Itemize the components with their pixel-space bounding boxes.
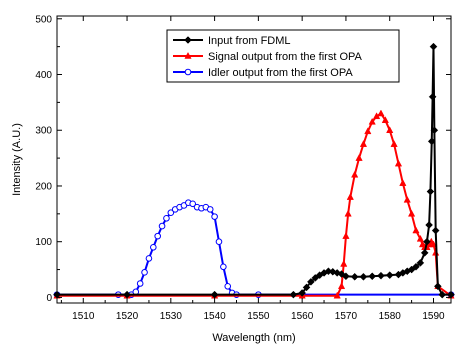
legend-box bbox=[166, 29, 400, 83]
data-point bbox=[364, 127, 372, 135]
data-point bbox=[344, 209, 352, 217]
data-point bbox=[430, 126, 439, 135]
data-point bbox=[381, 116, 389, 123]
data-point bbox=[399, 179, 407, 186]
x-axis: 1510 1520 1530 1540 1550 1560 1570 1580 1590 bbox=[60, 16, 445, 322]
data-point bbox=[416, 259, 425, 267]
data-point bbox=[429, 42, 438, 51]
data-point bbox=[298, 289, 307, 297]
series-idler-output-from-the-first-opa bbox=[53, 199, 455, 298]
data-point bbox=[425, 221, 433, 229]
legend-label: Idler output from the first OPA bbox=[208, 67, 353, 79]
y-axis: 0 100 200 300 400 500 bbox=[35, 14, 451, 304]
data-point bbox=[211, 213, 218, 220]
data-point bbox=[215, 238, 223, 245]
data-point bbox=[302, 283, 311, 292]
legend-item-input-from-fdml: Input from FDML bbox=[173, 35, 291, 47]
data-point bbox=[412, 262, 420, 271]
data-point bbox=[377, 271, 385, 280]
data-point bbox=[289, 290, 298, 299]
y-axis-label: Intensity (A.U.) bbox=[11, 123, 23, 196]
data-point bbox=[307, 277, 315, 286]
series-layer bbox=[53, 42, 455, 299]
data-point bbox=[429, 240, 438, 248]
data-point bbox=[427, 137, 436, 146]
data-point bbox=[350, 272, 359, 281]
data-point bbox=[359, 140, 368, 147]
data-point bbox=[434, 282, 442, 291]
x-tick-label: 1570 bbox=[335, 311, 358, 322]
legend-item-idler-output-from-the-first-opa: Idler output from the first OPA bbox=[173, 67, 353, 79]
data-point bbox=[428, 92, 437, 101]
x-axis-label: Wavelength (nm) bbox=[212, 332, 295, 344]
data-point bbox=[368, 117, 376, 125]
legend-marker bbox=[184, 51, 192, 59]
series-line bbox=[57, 112, 452, 297]
data-point bbox=[163, 214, 170, 222]
data-point bbox=[420, 248, 429, 257]
series-input-from-fdml bbox=[53, 42, 455, 299]
data-point bbox=[355, 154, 363, 161]
data-point bbox=[206, 206, 214, 213]
data-point bbox=[136, 280, 144, 287]
x-tick-label: 1550 bbox=[247, 311, 270, 322]
data-point bbox=[346, 193, 354, 200]
data-point bbox=[423, 237, 431, 246]
data-point bbox=[416, 234, 424, 242]
data-point bbox=[412, 226, 420, 234]
data-point bbox=[359, 272, 368, 281]
x-tick-label: 1530 bbox=[160, 311, 183, 322]
data-point bbox=[333, 291, 341, 299]
x-tick-label: 1560 bbox=[291, 311, 314, 322]
legend-label: Signal output from the first OPA bbox=[208, 51, 363, 63]
x-tick-label: 1580 bbox=[379, 311, 402, 322]
y-tick-label: 0 bbox=[46, 293, 52, 304]
data-point bbox=[426, 187, 435, 196]
y-tick-label: 100 bbox=[35, 237, 52, 248]
x-tick-label: 1510 bbox=[72, 311, 95, 322]
data-point bbox=[407, 209, 416, 217]
data-point bbox=[145, 255, 153, 262]
legend-label: Input from FDML bbox=[208, 35, 291, 47]
series-line bbox=[57, 45, 451, 296]
data-point bbox=[150, 243, 157, 251]
data-point bbox=[351, 170, 359, 178]
data-point bbox=[141, 269, 148, 276]
data-point bbox=[342, 272, 350, 281]
data-point bbox=[377, 109, 385, 117]
y-tick-label: 500 bbox=[35, 14, 52, 25]
data-point bbox=[394, 159, 403, 167]
data-point bbox=[340, 259, 348, 267]
y-tick-label: 300 bbox=[35, 126, 52, 137]
data-point bbox=[167, 209, 175, 217]
x-tick-label: 1520 bbox=[116, 311, 139, 322]
data-point bbox=[158, 222, 166, 230]
data-point bbox=[431, 226, 440, 235]
y-tick-label: 400 bbox=[35, 70, 52, 81]
data-point bbox=[224, 282, 232, 290]
x-tick-label: 1540 bbox=[203, 311, 226, 322]
data-point bbox=[390, 140, 398, 147]
x-tick-label: 1590 bbox=[422, 311, 445, 322]
plot-frame bbox=[56, 15, 452, 304]
data-point bbox=[342, 232, 350, 239]
data-point bbox=[337, 282, 346, 290]
series-line bbox=[57, 201, 451, 296]
data-point bbox=[385, 271, 394, 279]
legend-marker bbox=[184, 68, 192, 76]
data-point bbox=[220, 263, 227, 271]
data-point bbox=[386, 126, 394, 133]
series-signal-output-from-the-first-opa bbox=[53, 109, 455, 299]
legend-marker bbox=[184, 36, 192, 44]
legend-item-signal-output-from-the-first-opa: Signal output from the first OPA bbox=[173, 51, 363, 63]
data-point bbox=[438, 290, 447, 299]
legend: Input from FDML Signal output from the fi… bbox=[166, 29, 400, 83]
data-point bbox=[403, 195, 411, 203]
data-point bbox=[154, 232, 161, 240]
y-tick-label: 200 bbox=[35, 181, 52, 192]
data-point bbox=[368, 272, 377, 281]
data-point bbox=[189, 200, 197, 208]
